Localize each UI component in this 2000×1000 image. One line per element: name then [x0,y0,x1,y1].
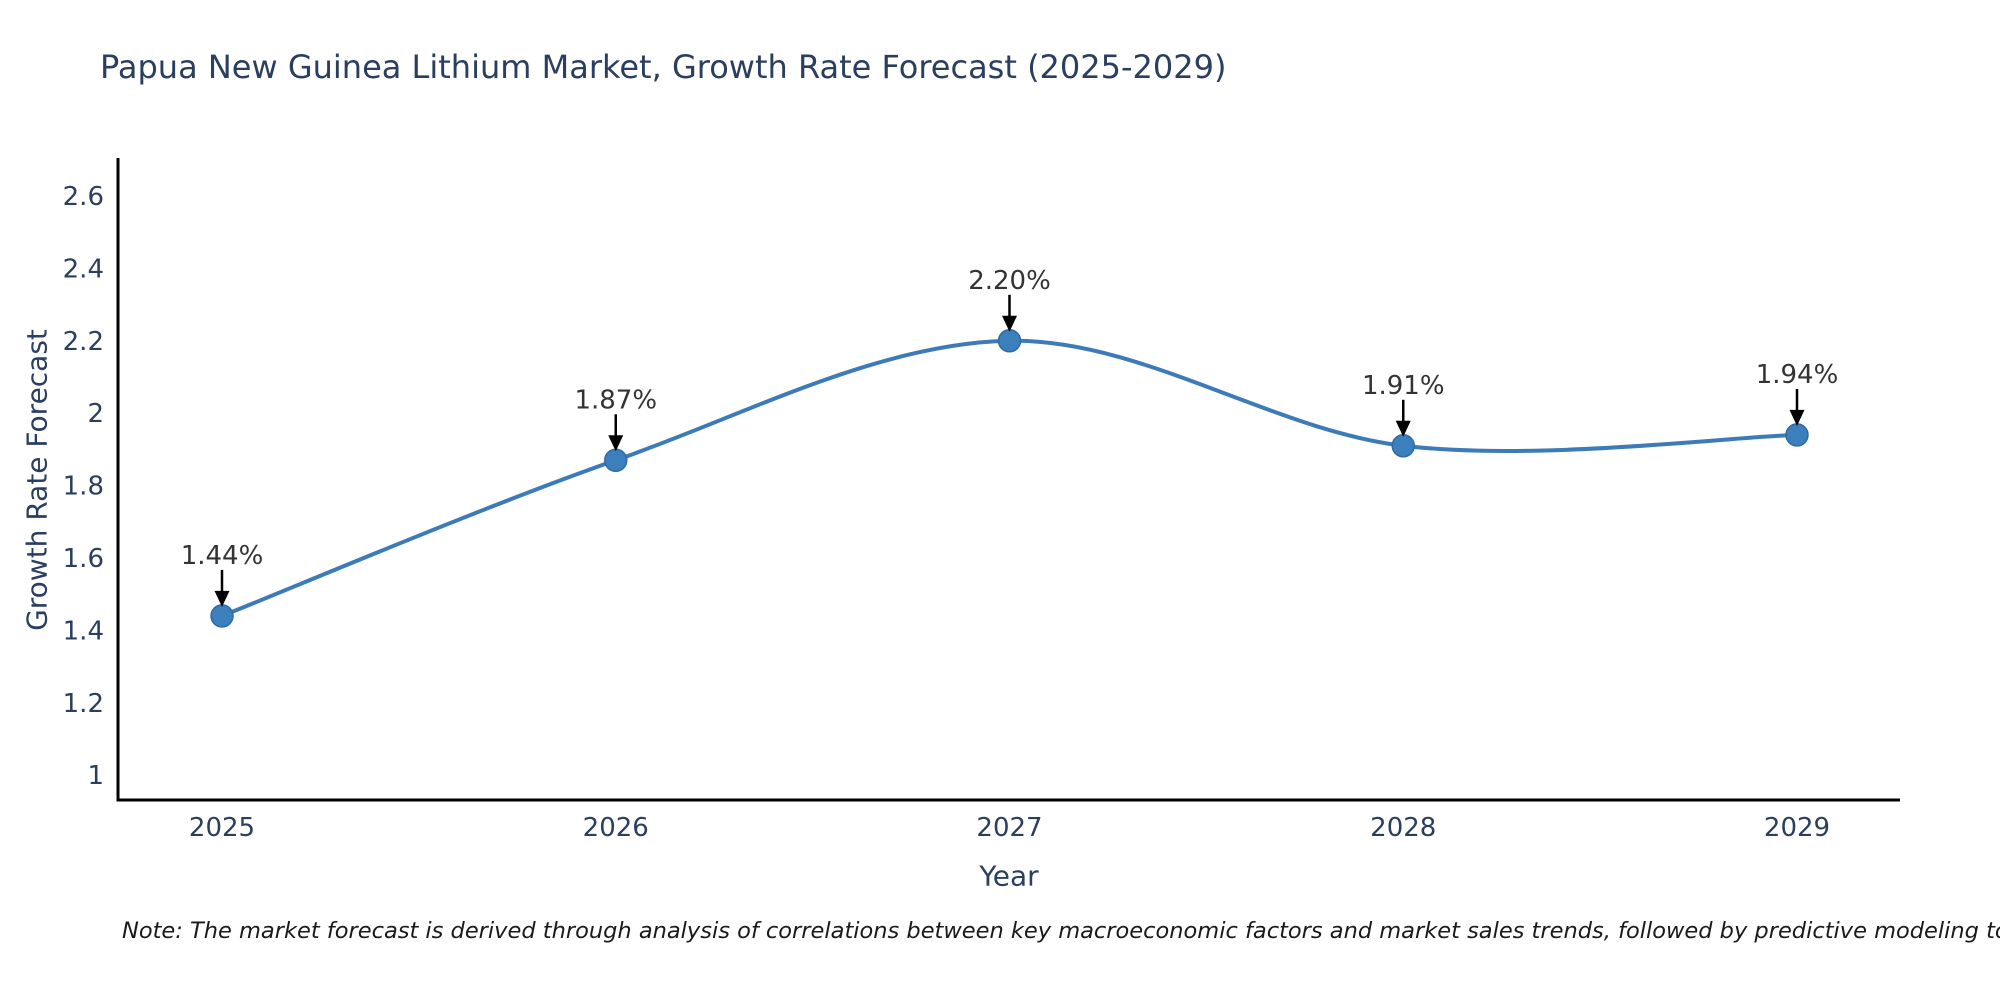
y-tick-label: 1.2 [63,689,104,719]
data-point-marker-2029[interactable] [1785,423,1809,447]
y-tick-label: 1.6 [63,544,104,574]
y-tick-label: 2 [87,399,104,429]
annotation-arrow-head [214,590,230,607]
data-point-marker-2028[interactable] [1391,434,1415,458]
x-tick-label: 2026 [583,813,649,843]
annotation-label: 1.87% [574,385,657,415]
annotation-label: 1.94% [1756,360,1839,390]
y-tick-label: 2.2 [63,327,104,357]
y-tick-label: 1.4 [63,616,104,646]
data-point-marker-2026[interactable] [604,448,628,473]
y-tick-label: 1 [87,761,104,791]
x-tick-label: 2028 [1370,813,1436,843]
annotation-arrow-head [608,435,624,452]
data-point-marker-2027[interactable] [997,329,1022,353]
annotation-label: 1.44% [181,541,264,571]
chart-note: Note: The market forecast is derived thr… [122,918,2000,944]
annotation-arrow-head [1789,409,1805,426]
x-tick-label: 2025 [189,813,255,843]
y-tick-label: 2.4 [63,254,104,284]
x-tick-label: 2029 [1764,813,1830,843]
annotation-label: 1.91% [1362,371,1445,401]
annotation-arrow-head [1395,420,1411,437]
x-axis-title: Year [979,859,1039,893]
y-tick-label: 1.8 [63,472,104,502]
y-tick-label: 2.6 [63,182,104,212]
chart-title: Papua New Guinea Lithium Market, Growth … [100,48,1227,86]
series-line [221,338,1798,618]
x-tick-label: 2027 [976,813,1042,843]
annotation-label: 2.20% [968,266,1051,296]
annotation-arrow-head [1002,315,1017,332]
data-point-marker-2025[interactable] [210,604,234,628]
